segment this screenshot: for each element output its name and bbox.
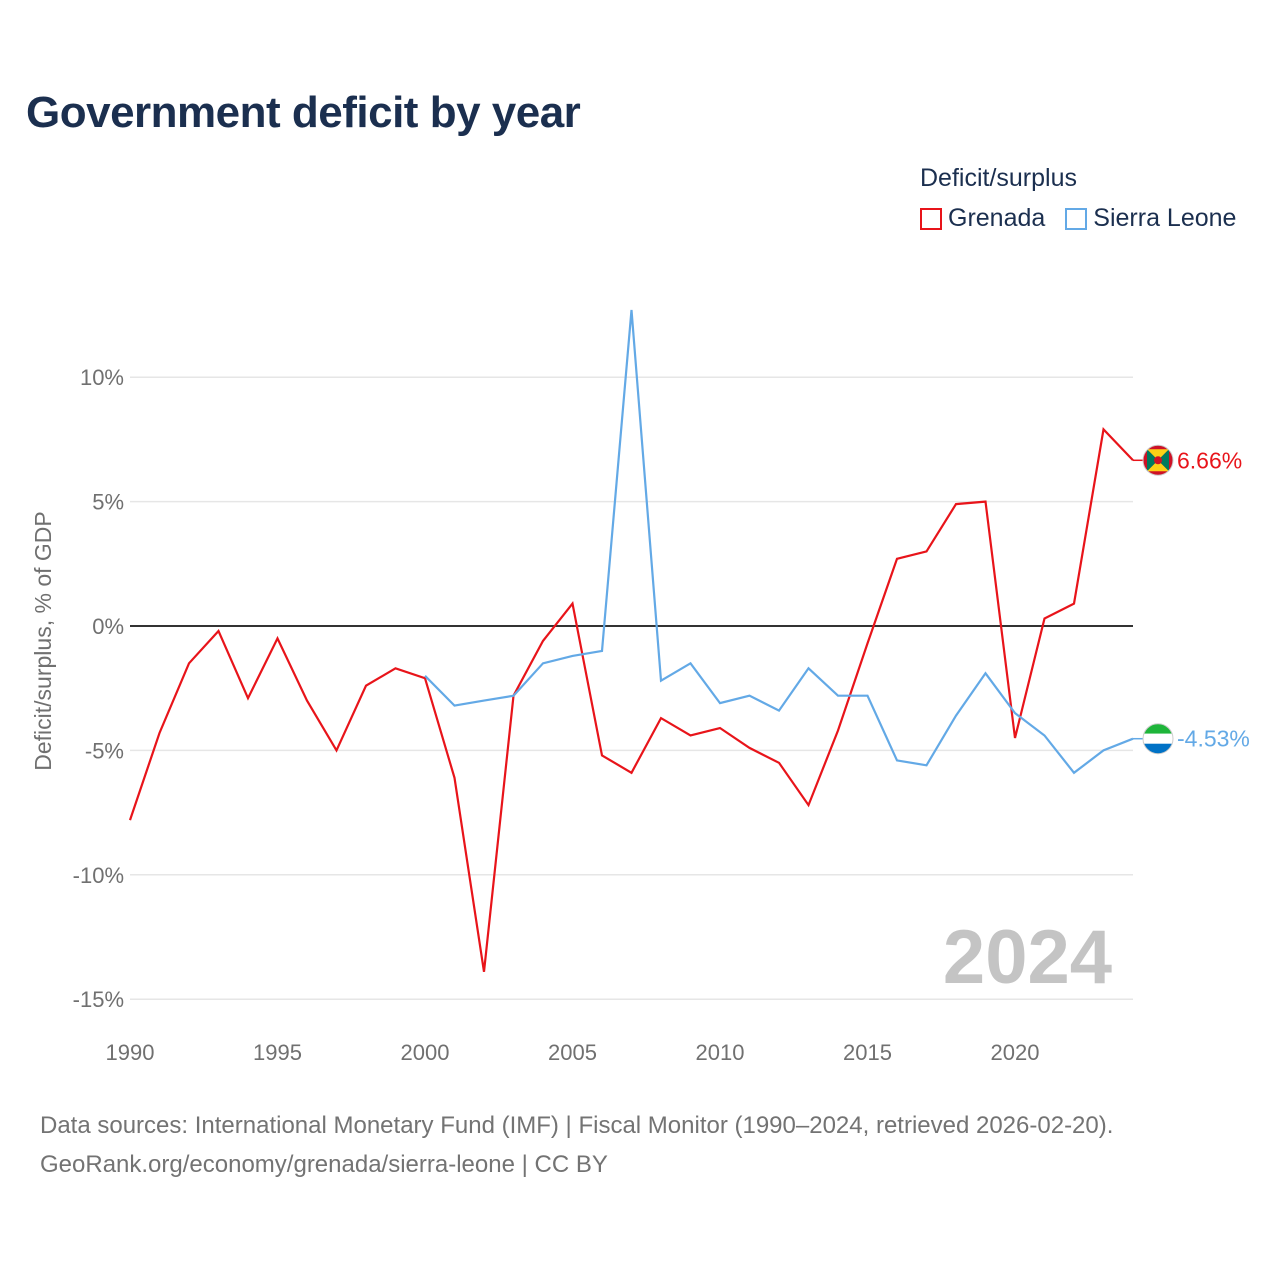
legend-swatch-grenada <box>920 207 942 230</box>
flag-border <box>1142 723 1174 755</box>
y-tick-label: -15% <box>73 987 124 1012</box>
legend-item-sierra-leone[interactable]: Sierra Leone <box>1065 204 1236 233</box>
footer: Data sources: International Monetary Fun… <box>40 1106 1113 1184</box>
legend-label-grenada: Grenada <box>948 204 1046 232</box>
end-value-label: -4.53% <box>1177 726 1250 752</box>
y-tick-labels: 10% 5% 0% -5% -10% -15% <box>73 365 124 1012</box>
x-tick-label: 2020 <box>991 1040 1040 1065</box>
x-tick-labels: 1990 1995 2000 2005 2010 2015 2020 <box>106 1040 1040 1065</box>
grenada-flag-icon <box>1143 445 1173 476</box>
y-tick-label: 5% <box>92 490 124 515</box>
gridlines <box>130 376 1133 1000</box>
x-tick-label: 2005 <box>548 1040 597 1065</box>
x-tick-label: 1995 <box>253 1040 302 1065</box>
sierra-leone-flag-icon <box>1143 723 1173 754</box>
series-line-grenada[interactable] <box>128 427 1134 972</box>
y-tick-label: -10% <box>73 863 124 888</box>
year-watermark: 2024 <box>943 915 1112 1000</box>
flag-border <box>1142 444 1174 476</box>
x-tick-label: 2000 <box>401 1040 450 1065</box>
legend: Grenada Sierra Leone <box>920 204 1256 233</box>
end-markers: 6.66% -4.53% <box>1133 444 1250 755</box>
end-value-label: 6.66% <box>1177 447 1242 473</box>
x-tick-label: 2015 <box>843 1040 892 1065</box>
y-tick-label: 10% <box>80 365 124 390</box>
legend-title: Deficit/surplus <box>920 164 1077 192</box>
series-lines <box>128 309 1134 972</box>
footer-link[interactable]: GeoRank.org/economy/grenada/sierra-leone… <box>40 1151 608 1178</box>
y-axis-label: Deficit/surplus, % of GDP <box>30 511 56 770</box>
y-tick-label: 0% <box>92 614 124 639</box>
legend-item-grenada[interactable]: Grenada <box>920 204 1045 233</box>
chart-title: Government deficit by year <box>26 88 581 137</box>
y-tick-label: -5% <box>85 738 124 763</box>
legend-label-sierra-leone: Sierra Leone <box>1093 204 1237 232</box>
series-line-sierra-leone[interactable] <box>424 309 1134 775</box>
footer-sources: Data sources: International Monetary Fun… <box>40 1112 1114 1139</box>
x-tick-label: 1990 <box>106 1040 155 1065</box>
x-tick-label: 2010 <box>696 1040 745 1065</box>
legend-swatch-sierra-leone <box>1065 207 1088 230</box>
